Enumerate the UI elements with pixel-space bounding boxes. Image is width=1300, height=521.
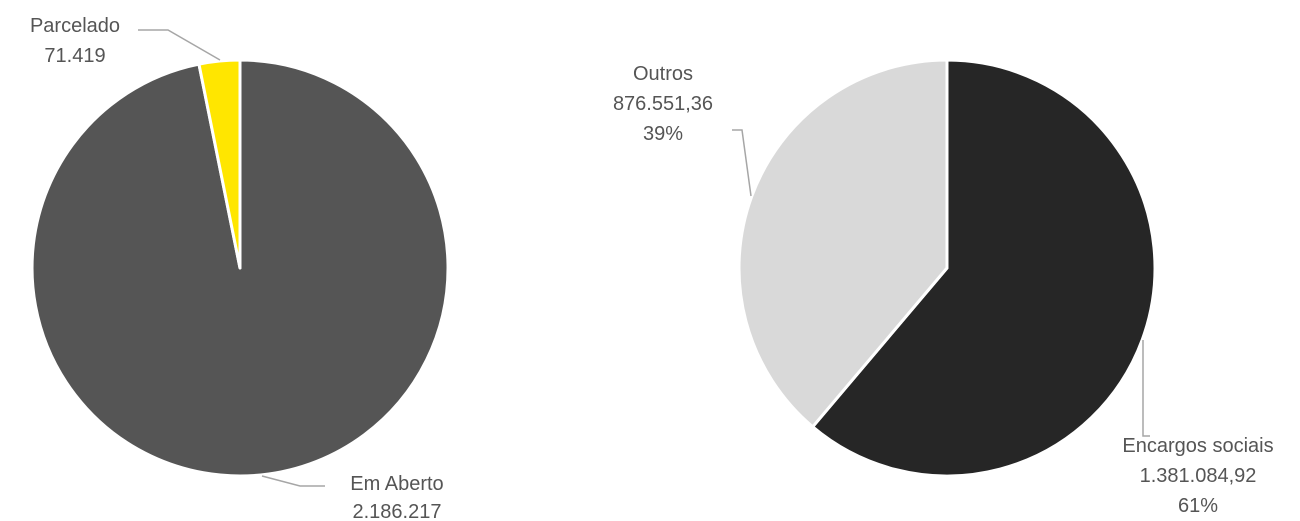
label-encargos-name: Encargos sociais [1122,435,1273,457]
label-parcelado-value: 71.419 [44,45,105,67]
label-encargos-percent: 61% [1178,495,1218,517]
pie-2-slice-outros [737,58,949,429]
pie-1-slice-parcelado [197,58,242,270]
pie-chart-status: Parcelado 71.419 Em Aberto 2.186.217 [30,15,450,521]
leader-line-parcelado [138,29,221,61]
pie-chart-encargos: Outros 876.551,36 39% Encargos sociais 1… [613,58,1274,517]
label-encargos-value: 1.381.084,92 [1140,465,1257,487]
pie-2-slice-encargos-sociais [811,58,1157,478]
pie-1-slices [30,58,450,478]
label-outros-name: Outros [633,63,693,85]
leader-line-em-aberto [261,475,325,487]
leader-line-encargos [1142,340,1150,437]
label-em-aberto-value: 2.186.217 [353,501,442,521]
label-outros-percent: 39% [643,123,683,145]
pie-2-slices [737,58,1157,478]
leader-line-outros [732,129,752,197]
label-parcelado-name: Parcelado [30,15,120,37]
label-outros-value: 876.551,36 [613,93,713,115]
label-em-aberto-name: Em Aberto [350,473,443,495]
